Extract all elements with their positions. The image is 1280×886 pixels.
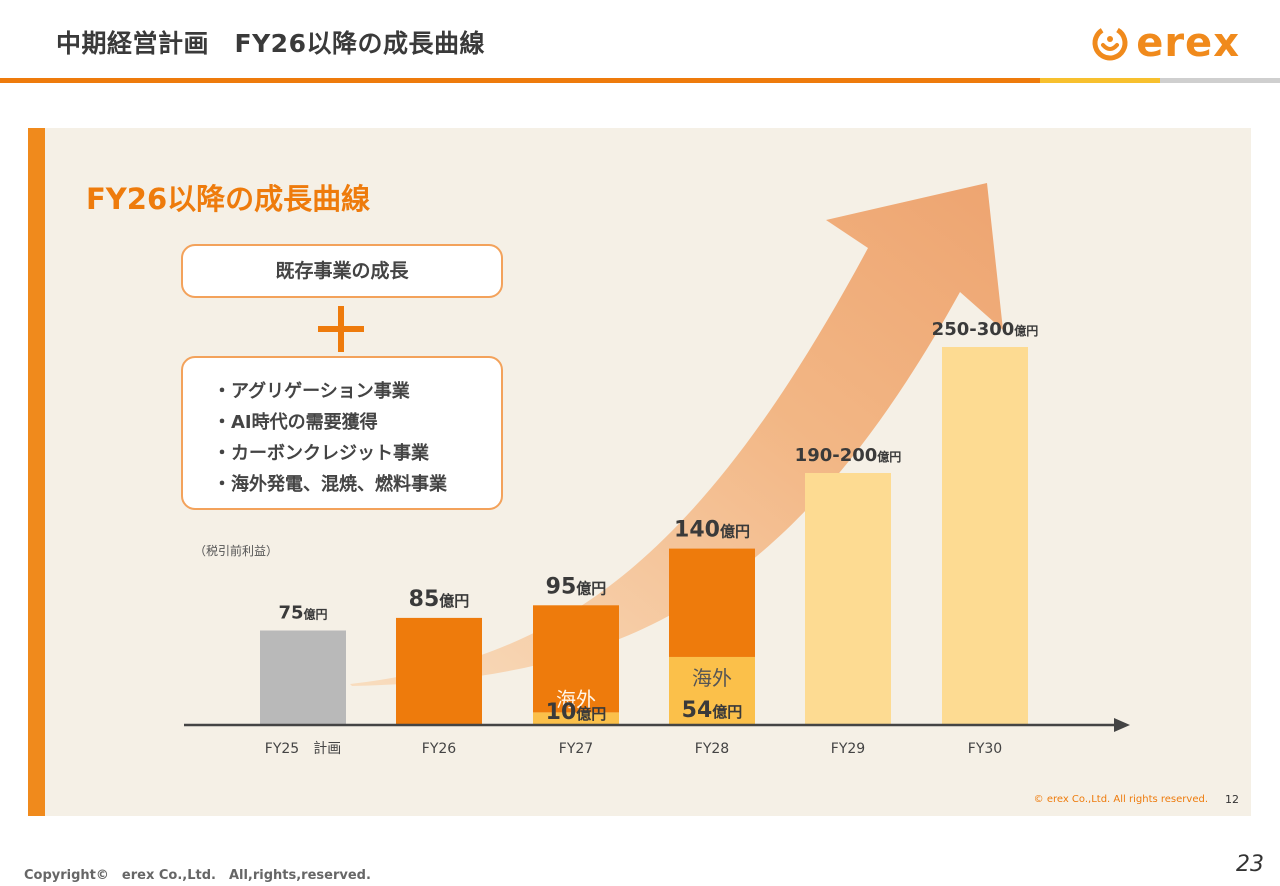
page-number: 23 — [1236, 852, 1264, 877]
x-tick-label: FY30 — [968, 741, 1002, 757]
total-value-label: 140億円 — [674, 518, 750, 543]
bar-plan — [260, 630, 346, 725]
total-value-label: 85億円 — [409, 587, 470, 612]
x-tick-label: FY29 — [831, 741, 865, 757]
overseas-label: 海外 — [556, 687, 596, 711]
total-value-label: 190-200億円 — [795, 445, 902, 466]
bullet-item: ・アグリゲーション事業 — [213, 381, 410, 402]
total-value-label: 250-300億円 — [932, 319, 1039, 340]
erex-logo: erex — [1090, 20, 1240, 66]
smile-logo-icon — [1092, 25, 1128, 61]
overseas-value-label: 54億円 — [682, 698, 743, 723]
bar-overseas — [669, 656, 755, 725]
panel-copyright: © erex Co.,Ltd. All rights reserved. — [1033, 794, 1208, 805]
panel-title: FY26以降の成長曲線 — [86, 182, 371, 216]
x-tick-label: FY26 — [422, 741, 457, 757]
header-rule-yellow — [1040, 78, 1160, 83]
header-rule-orange — [0, 78, 1040, 83]
footer-copyright: Copyright© erex Co.,Ltd. All,rights,rese… — [24, 868, 371, 883]
growth-arrow-icon — [350, 183, 1003, 686]
header-rule-gray — [1160, 78, 1280, 83]
logo-text: erex — [1136, 20, 1240, 66]
x-tick-label: FY25 計画 — [265, 741, 341, 757]
x-tick-label: FY28 — [695, 741, 729, 757]
overseas-label: 海外 — [692, 666, 732, 690]
page-title: 中期経営計画 FY26以降の成長曲線 — [56, 29, 485, 58]
x-tick-label: FY27 — [559, 741, 593, 757]
bullet-item: ・カーボンクレジット事業 — [213, 443, 429, 464]
bar-future — [942, 347, 1028, 725]
bar-domestic — [669, 548, 755, 657]
bar-future — [805, 473, 891, 725]
panel-accent-bar — [28, 128, 45, 816]
bar-overseas — [533, 712, 619, 725]
bar-domestic — [533, 605, 619, 713]
bullet-item: ・AI時代の需要獲得 — [213, 412, 378, 433]
total-value-label: 95億円 — [546, 574, 607, 599]
x-axis-arrowhead-icon — [1114, 718, 1130, 732]
existing-business-box: 既存事業の成長 — [181, 244, 503, 298]
overseas-value-label: 10億円 — [546, 700, 607, 725]
bar-domestic — [396, 617, 482, 725]
total-value-label: 75億円 — [278, 603, 327, 624]
unit-note: （税引前利益） — [194, 544, 279, 558]
bullet-item: ・海外発電、混焼、燃料事業 — [213, 474, 447, 495]
panel-page-number: 12 — [1225, 793, 1239, 806]
new-business-box: ・アグリゲーション事業 ・AI時代の需要獲得 ・カーボンクレジット事業 ・海外発… — [181, 356, 503, 510]
existing-business-label: 既存事業の成長 — [275, 260, 409, 282]
plus-icon — [318, 306, 364, 352]
